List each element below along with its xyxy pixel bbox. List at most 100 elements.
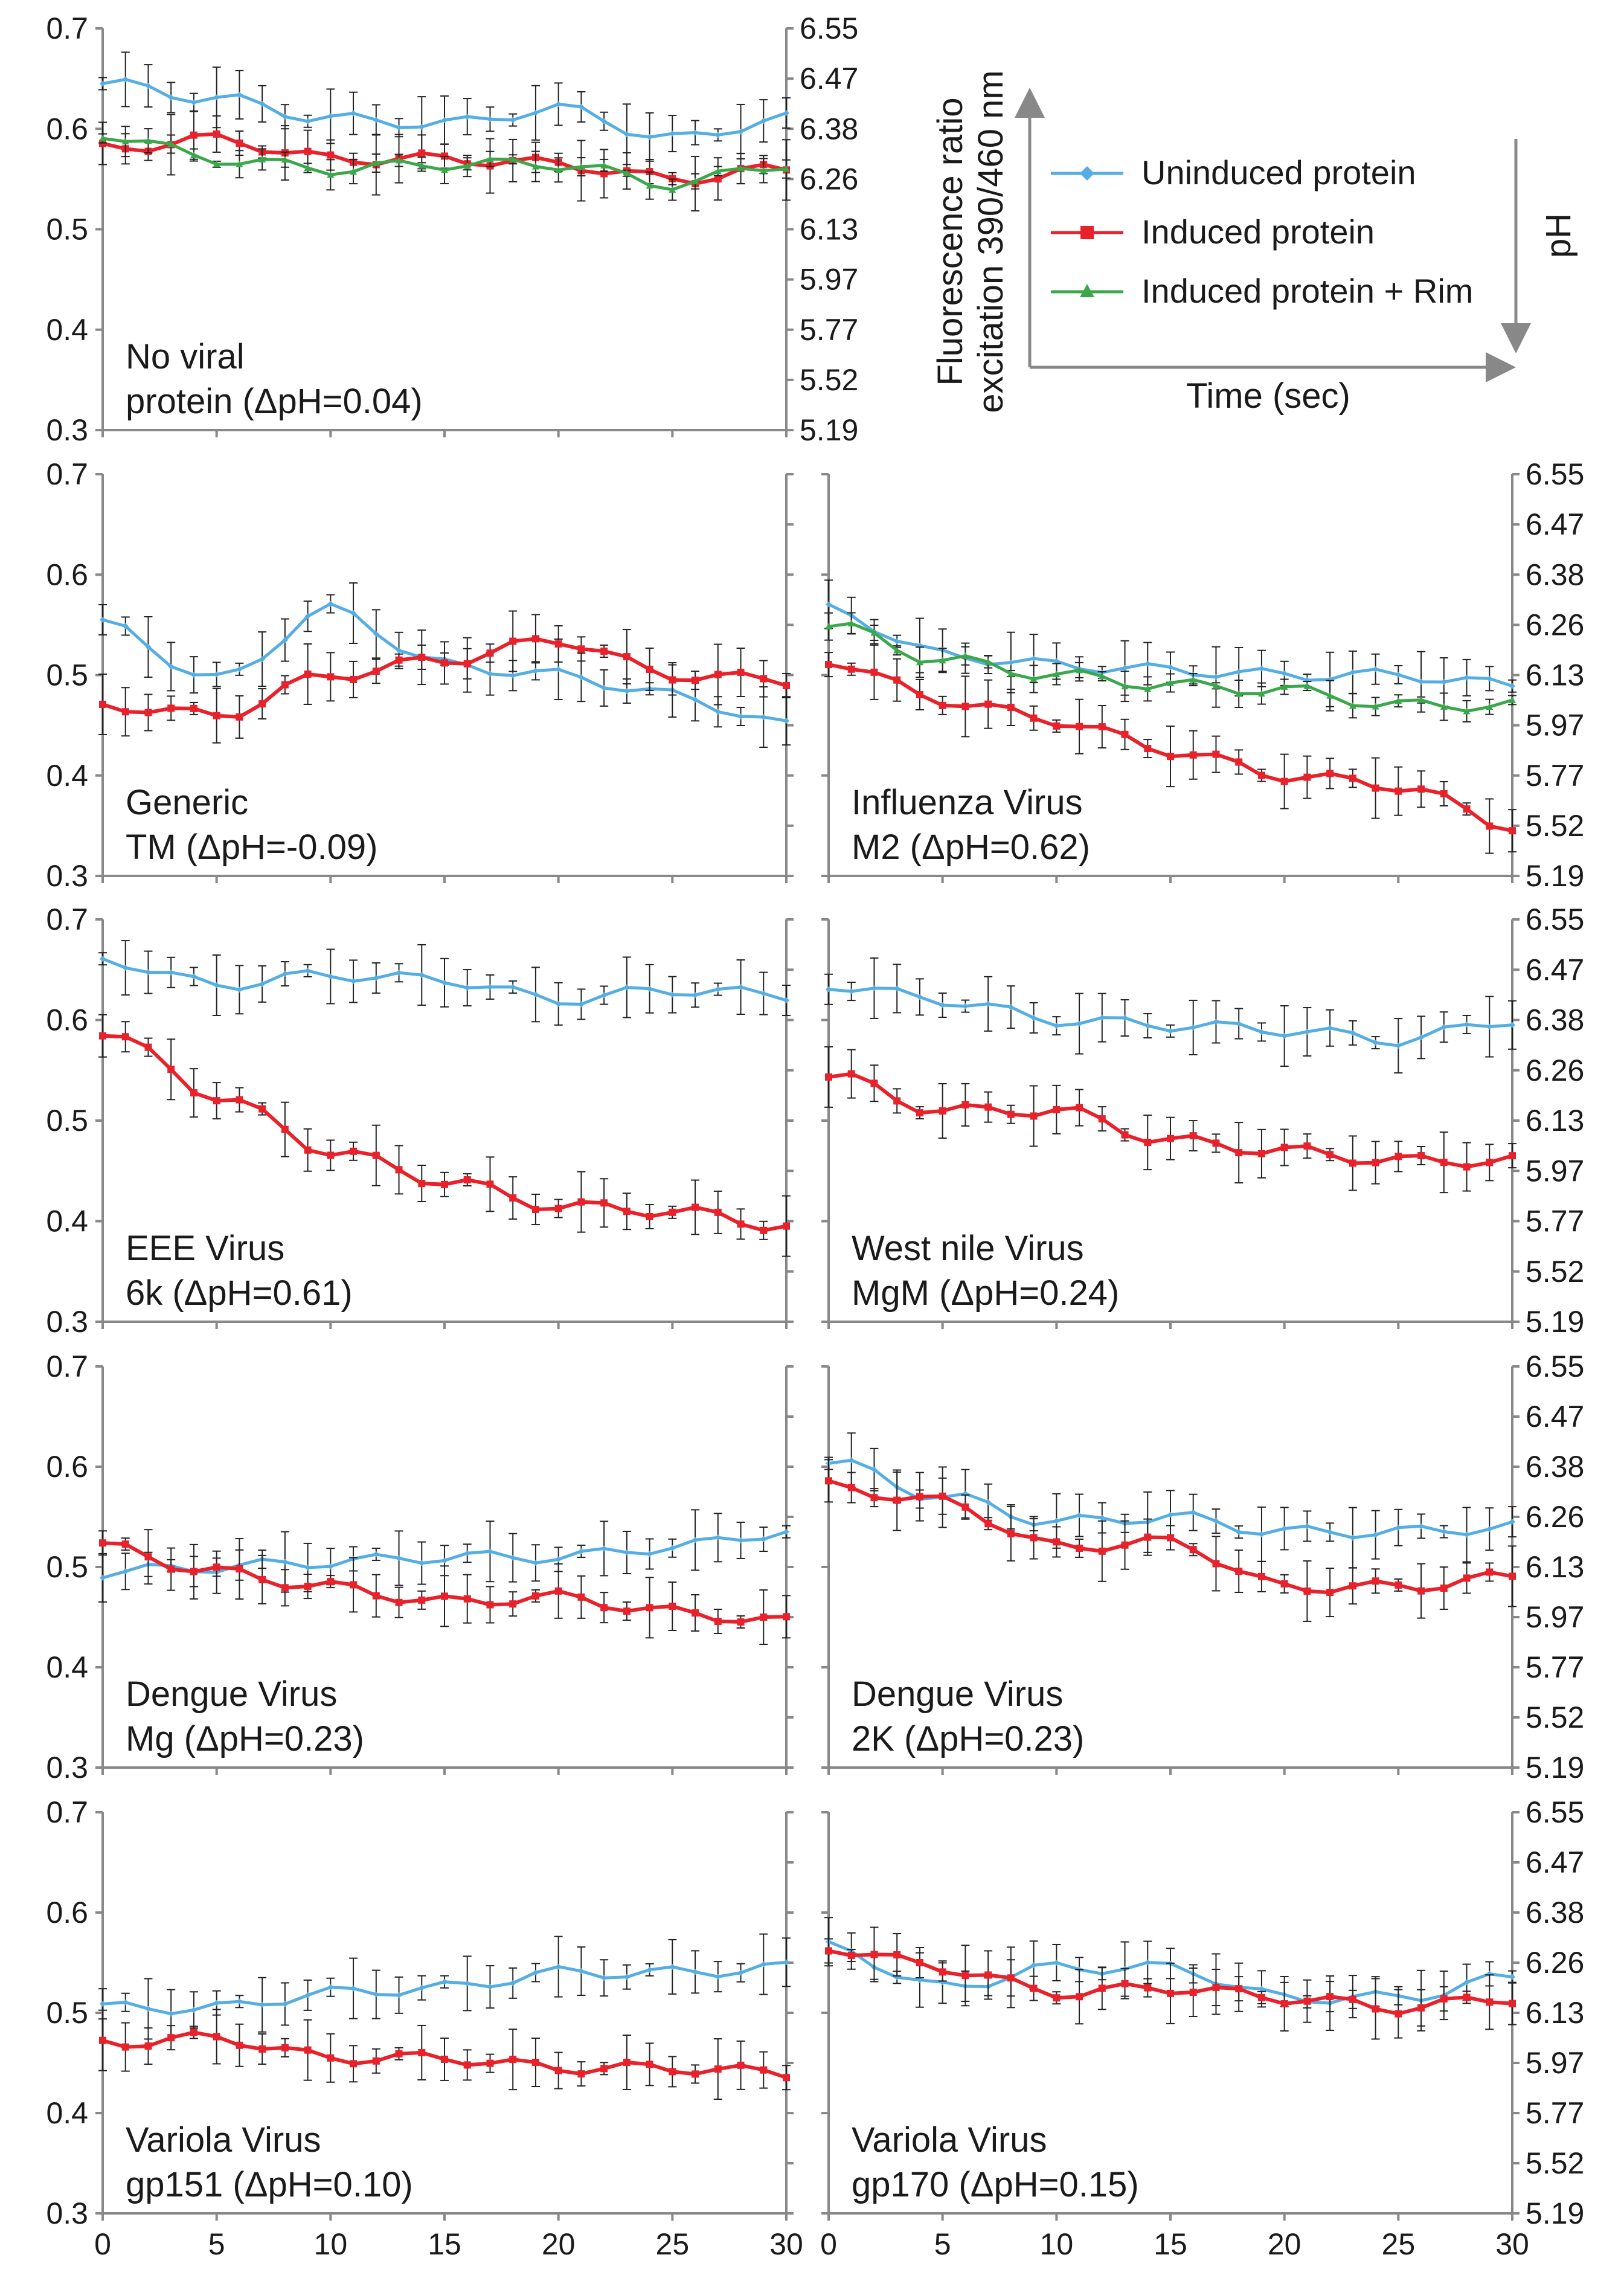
data-point — [532, 1969, 539, 1976]
data-point — [600, 647, 608, 655]
right-tick-label: 6.38 — [800, 112, 858, 146]
data-point — [258, 155, 266, 162]
data-point — [554, 1205, 562, 1212]
data-point — [486, 649, 494, 657]
data-point — [737, 128, 744, 135]
data-point — [190, 151, 197, 158]
data-point — [395, 156, 403, 164]
data-point — [939, 1968, 946, 1976]
data-point — [1417, 2004, 1425, 2012]
left-tick-label: 0.5 — [46, 658, 88, 692]
data-point — [1167, 679, 1174, 686]
series-induced-protein — [98, 2009, 791, 2100]
x-tick-label: 20 — [1268, 2227, 1301, 2261]
data-point — [1189, 1132, 1197, 1140]
series-line-induced-protein — [102, 1034, 787, 1232]
data-point — [577, 163, 585, 170]
data-point — [487, 1548, 493, 1555]
data-point — [304, 1583, 312, 1591]
data-point — [916, 658, 923, 666]
data-point — [1486, 703, 1494, 710]
data-point — [1280, 1144, 1288, 1151]
left-tick-label: 0.6 — [46, 558, 88, 591]
data-point — [350, 1581, 358, 1589]
data-point — [1167, 1028, 1173, 1034]
data-point — [1463, 1574, 1471, 1582]
data-point — [961, 652, 969, 659]
data-point — [555, 1000, 562, 1007]
data-point — [1395, 1043, 1402, 1049]
data-point — [350, 675, 358, 683]
data-point — [737, 1969, 744, 1976]
right-tick-label: 5.19 — [1526, 859, 1584, 893]
panel-label-line2: Mg (ΔpH=0.23) — [126, 1719, 364, 1758]
data-point — [373, 974, 379, 981]
data-point — [1053, 1959, 1060, 1966]
left-tick-label: 0.5 — [46, 213, 88, 246]
data-point — [531, 1206, 539, 1214]
data-point — [327, 171, 335, 178]
data-point — [714, 1618, 722, 1626]
data-point — [258, 1105, 266, 1113]
data-point — [760, 2066, 768, 2074]
data-point — [669, 130, 676, 137]
data-point — [1099, 1014, 1105, 1021]
data-point — [714, 1534, 721, 1541]
data-point — [487, 116, 493, 123]
panel-no-viral-protein: 0.3 0.4 0.5 0.6 0.7 5.19 5.52 5.77 5.97 6.13 6.26 6… — [46, 11, 858, 447]
data-point — [373, 1991, 379, 1998]
right-tick-label: 6.47 — [1526, 953, 1584, 986]
data-point — [190, 2007, 197, 2013]
data-point — [783, 165, 790, 172]
data-point — [1053, 671, 1061, 678]
left-tick-label: 0.3 — [46, 2196, 88, 2230]
data-point — [1395, 671, 1402, 678]
data-point — [258, 2045, 266, 2053]
data-point — [213, 160, 220, 167]
data-point — [692, 697, 699, 703]
data-point — [1463, 1531, 1470, 1538]
data-point — [487, 983, 493, 990]
data-point — [1258, 665, 1265, 672]
right-tick-label: 5.97 — [1526, 1154, 1584, 1188]
data-point — [510, 1980, 516, 1986]
data-point — [1281, 670, 1288, 677]
data-point — [372, 1151, 380, 1159]
data-point — [531, 2059, 539, 2067]
data-point — [373, 117, 379, 123]
left-tick-label: 0.3 — [46, 859, 88, 893]
data-point — [1463, 1163, 1471, 1171]
data-point — [1030, 675, 1038, 683]
data-point — [1099, 1514, 1105, 1521]
data-point — [1030, 1112, 1038, 1120]
left-tick-label: 0.4 — [46, 759, 88, 793]
data-point — [122, 1568, 129, 1575]
data-point — [870, 1494, 878, 1502]
data-point — [961, 703, 969, 710]
data-point — [870, 1951, 878, 1958]
data-point — [692, 178, 699, 185]
panel-west-nile-virus-mgm: 5.19 5.52 5.77 5.97 6.13 6.26 6.38 6.47 6.55 West… — [821, 903, 1584, 1339]
data-point — [121, 1033, 129, 1041]
data-point — [1007, 703, 1015, 711]
data-point — [372, 159, 380, 167]
data-point — [1190, 1024, 1196, 1031]
right-tick-label: 6.26 — [1526, 1054, 1584, 1087]
data-point — [646, 2061, 653, 2068]
data-point — [1349, 1159, 1356, 1167]
data-point — [760, 1226, 768, 1234]
data-point — [350, 168, 358, 175]
data-point — [168, 663, 175, 670]
left-tick-label: 0.4 — [46, 1205, 88, 1238]
data-point — [714, 2065, 722, 2073]
data-point — [1395, 1581, 1402, 1589]
data-point — [646, 1212, 653, 1220]
right-tick-label: 5.97 — [1526, 2046, 1584, 2080]
panel-label-line1: EEE Virus — [126, 1229, 284, 1268]
data-point — [236, 91, 243, 98]
data-point — [783, 2074, 790, 2082]
data-point — [601, 992, 608, 999]
data-point — [1235, 1985, 1243, 1993]
data-point — [1440, 1528, 1447, 1535]
left-tick-label: 0.5 — [46, 1104, 88, 1137]
